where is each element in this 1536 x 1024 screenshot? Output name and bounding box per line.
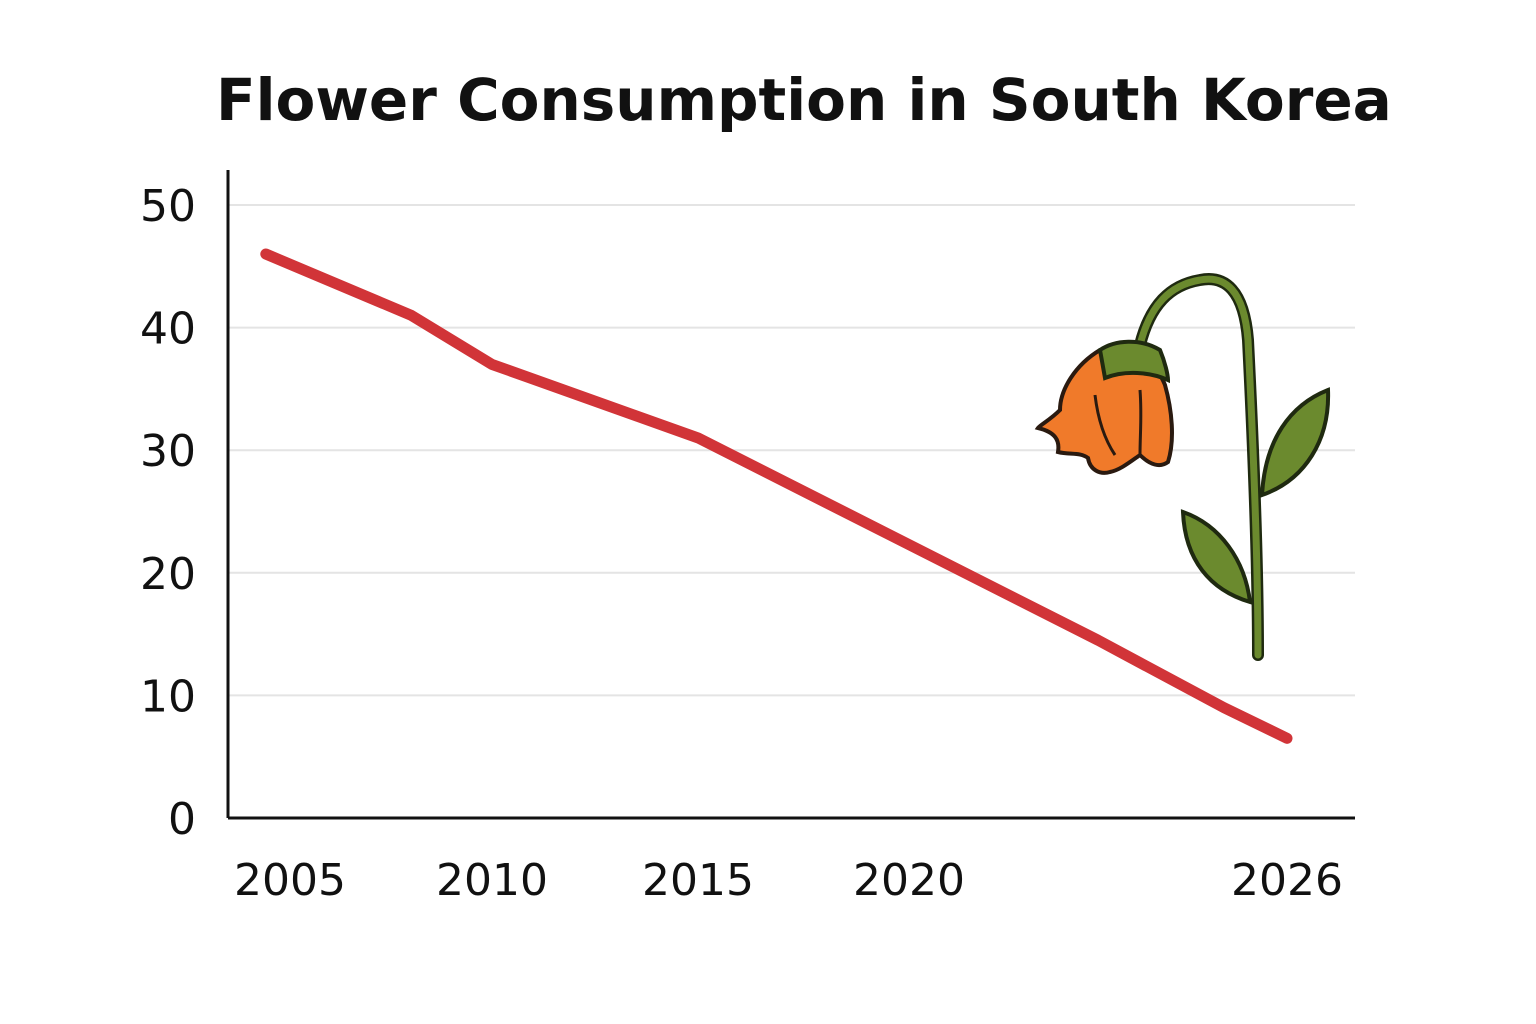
y-tick-label: 0 — [168, 794, 196, 845]
x-tick-label: 2010 — [436, 855, 548, 906]
wilting-flower-icon — [1034, 273, 1331, 661]
y-tick-label: 30 — [140, 426, 196, 477]
y-tick-label: 40 — [140, 304, 196, 355]
x-tick-label: 2026 — [1231, 855, 1343, 906]
x-tick-label: 2015 — [642, 855, 754, 906]
y-tick-label: 50 — [140, 181, 196, 232]
x-tick-label: 2005 — [234, 855, 346, 906]
y-tick-label: 20 — [140, 549, 196, 600]
y-tick-label: 10 — [140, 671, 196, 722]
chart-title: Flower Consumption in South Korea — [216, 66, 1392, 134]
x-tick-label: 2020 — [853, 855, 965, 906]
